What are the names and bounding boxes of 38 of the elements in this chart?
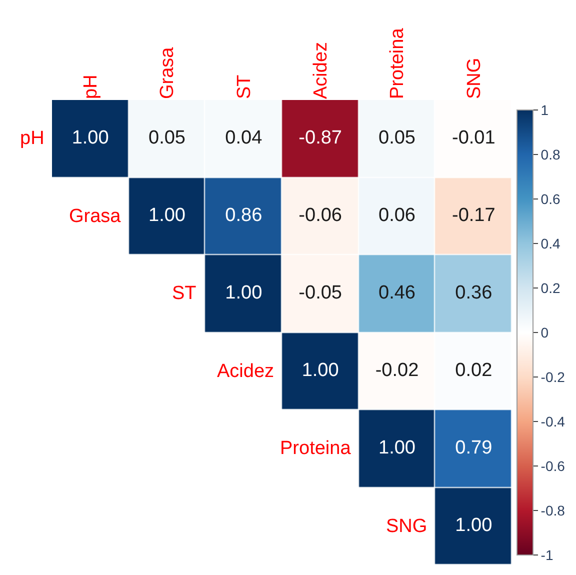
x-tick-label: Grasa bbox=[157, 46, 178, 99]
color-bar-label: 0.2 bbox=[540, 280, 560, 296]
color-bar-label: -1 bbox=[540, 546, 554, 563]
data-label: 0.86 bbox=[225, 205, 262, 226]
color-bar-label: 1 bbox=[540, 102, 549, 118]
data-label: -0.06 bbox=[298, 205, 342, 226]
data-label: 0.46 bbox=[378, 282, 416, 304]
data-label: 1.00 bbox=[455, 515, 492, 536]
data-label: -0.01 bbox=[452, 128, 496, 148]
data-label: 1.00 bbox=[72, 128, 109, 148]
data-label: -0.17 bbox=[452, 205, 496, 226]
data-label: -0.05 bbox=[298, 282, 342, 304]
x-tick-label: Acidez bbox=[310, 42, 332, 99]
x-tick-label: Proteina bbox=[387, 28, 408, 99]
color-bar-label: -0.2 bbox=[540, 368, 566, 385]
data-label: 0.79 bbox=[455, 438, 492, 458]
data-label: 0.06 bbox=[378, 205, 416, 226]
data-label: 1.00 bbox=[302, 360, 339, 381]
data-label: 1.00 bbox=[378, 438, 416, 458]
data-label: 1.00 bbox=[225, 282, 262, 304]
x-tick-label: pH bbox=[80, 74, 102, 99]
x-tick-label: ST bbox=[234, 74, 255, 99]
data-label: 0.05 bbox=[148, 128, 186, 148]
data-label: 0.02 bbox=[455, 360, 492, 381]
x-tick-label: SNG bbox=[464, 58, 485, 99]
data-label: 1.00 bbox=[148, 205, 186, 226]
color-bar-label: 0.8 bbox=[540, 146, 560, 162]
data-label: -0.02 bbox=[375, 360, 419, 381]
color-bar-label: -0.6 bbox=[540, 458, 566, 474]
data-label: 0.04 bbox=[225, 128, 263, 148]
color-bar-label: -0.8 bbox=[540, 502, 566, 518]
color-bar-label: -0.4 bbox=[540, 413, 566, 430]
data-label: 0.05 bbox=[378, 128, 416, 148]
data-label: -0.87 bbox=[298, 128, 342, 148]
data-label: 0.36 bbox=[455, 282, 492, 304]
color-bar-label: 0 bbox=[540, 324, 549, 340]
color-bar-label: 0.6 bbox=[540, 190, 560, 207]
color-bar-label: 0.4 bbox=[540, 235, 560, 252]
